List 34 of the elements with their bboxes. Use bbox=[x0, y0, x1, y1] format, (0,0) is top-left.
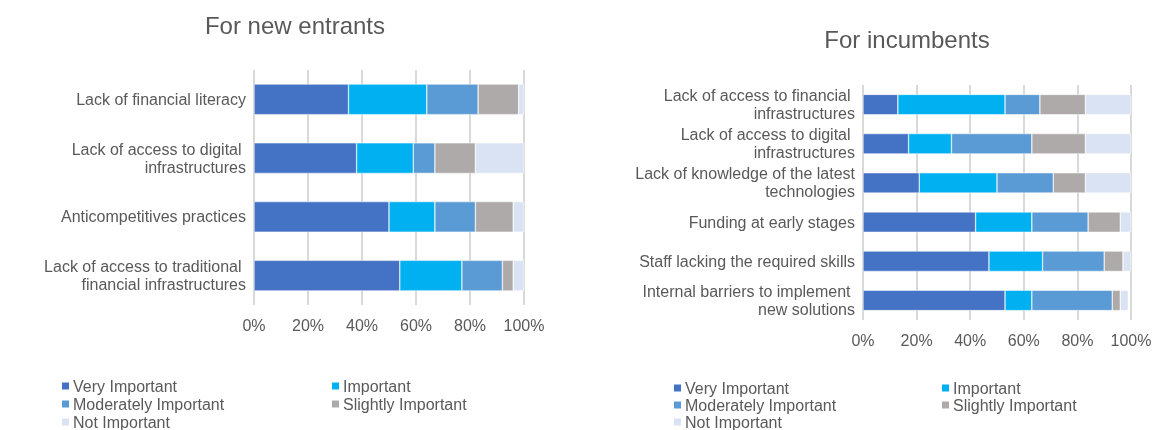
legend-label: Not Important bbox=[685, 413, 783, 430]
y-tick-label: Lack of access to digital infrastructures bbox=[680, 126, 855, 162]
y-tick-label: Funding at early stages bbox=[688, 213, 855, 231]
x-tick-label: 0% bbox=[851, 331, 875, 349]
y-tick-label: Lack of access to traditional financial infrastructures bbox=[44, 258, 246, 294]
x-tick-label: 100% bbox=[1110, 331, 1152, 349]
legend-label: Slightly Important bbox=[343, 395, 468, 413]
y-tick-label: Staff lacking the required skills bbox=[639, 252, 855, 270]
x-tick-label: 100% bbox=[503, 316, 545, 334]
chart-title: For new entrants bbox=[204, 11, 386, 39]
legend-label: Important bbox=[953, 379, 1022, 397]
y-tick-label: Anticompetitives practices bbox=[61, 208, 246, 226]
x-tick-label: 20% bbox=[291, 316, 325, 334]
x-tick-label: 80% bbox=[453, 316, 487, 334]
x-tick-label: 80% bbox=[1061, 331, 1094, 349]
legend-label: Important bbox=[343, 377, 412, 395]
chart-title: For incumbents bbox=[824, 25, 990, 53]
x-tick-label: 20% bbox=[900, 331, 933, 349]
y-tick-label: Lack of financial literacy bbox=[76, 90, 246, 108]
y-tick-label: Lack of access to financial infrastructures bbox=[663, 87, 855, 123]
y-tick-label: Internal barriers to implement new solutions bbox=[642, 282, 855, 318]
legend-label: Not Important bbox=[73, 413, 171, 430]
legend-label: Slightly Important bbox=[953, 396, 1078, 414]
x-tick-label: 40% bbox=[345, 316, 379, 334]
legend-label: Very Important bbox=[73, 377, 178, 395]
x-tick-label: 0% bbox=[242, 316, 266, 334]
y-tick-label: Lack of knowledge of the latest technologies bbox=[635, 165, 856, 201]
legend-label: Very Important bbox=[685, 379, 790, 397]
legend-label: Moderately Important bbox=[73, 395, 225, 413]
x-tick-label: 40% bbox=[954, 331, 987, 349]
legend-label: Moderately Important bbox=[685, 396, 837, 414]
x-tick-label: 60% bbox=[1007, 331, 1040, 349]
y-tick-label: Lack of access to digital infrastructures bbox=[71, 140, 246, 176]
x-tick-label: 60% bbox=[399, 316, 433, 334]
